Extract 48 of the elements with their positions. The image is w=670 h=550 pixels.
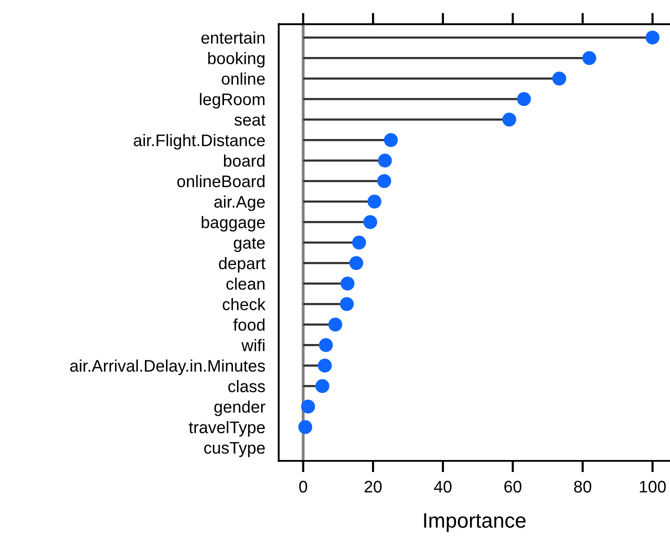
y-tick-label: check xyxy=(222,298,266,310)
y-tick-label: food xyxy=(233,318,264,331)
y-tick-label: wifi xyxy=(241,339,264,352)
point xyxy=(301,400,316,414)
point xyxy=(502,112,516,126)
y-tick-label: air.Flight.Distance xyxy=(134,134,265,150)
y-tick-label: depart xyxy=(218,257,266,273)
y-tick-label: gate xyxy=(234,238,265,252)
y-tick-label: class xyxy=(228,380,265,392)
point xyxy=(318,338,333,352)
y-tick-label: online xyxy=(222,72,265,85)
y-tick-label: cusType xyxy=(204,442,265,458)
point xyxy=(340,276,354,290)
x-axis-title: Importance xyxy=(424,513,526,532)
point xyxy=(363,215,378,229)
x-tick-label: 0 xyxy=(299,480,308,493)
point xyxy=(552,72,566,86)
point xyxy=(318,358,332,373)
y-tick-label: seat xyxy=(234,114,266,126)
y-tick-label: gender xyxy=(214,400,266,416)
x-tick-label: 100 xyxy=(640,480,666,493)
point xyxy=(349,256,364,270)
y-tick-label: entertain xyxy=(201,31,264,44)
y-tick-label: legRoom xyxy=(200,92,264,109)
y-tick-label: travelType xyxy=(188,421,265,437)
point xyxy=(298,420,312,434)
y-tick-label: board xyxy=(224,154,264,167)
y-tick-label: booking xyxy=(208,52,264,68)
y-tick-label: onlineBoard xyxy=(177,175,264,188)
point xyxy=(646,30,660,44)
y-tick-label: baggage xyxy=(202,216,265,232)
point xyxy=(315,379,330,394)
x-tick-label: 60 xyxy=(504,480,522,493)
point xyxy=(517,92,531,106)
point xyxy=(352,236,366,250)
point xyxy=(368,194,382,208)
y-tick-label: air.Age xyxy=(214,196,265,212)
x-tick-label: 80 xyxy=(574,480,592,493)
x-tick-label: 20 xyxy=(364,480,382,493)
point xyxy=(378,154,392,168)
y-tick-label: air.Arrival.Delay.in.Minutes xyxy=(70,360,265,376)
point xyxy=(384,133,398,147)
point xyxy=(340,297,354,311)
x-tick-label: 40 xyxy=(434,480,452,493)
point xyxy=(582,51,596,65)
y-tick-label: clean xyxy=(226,278,264,290)
point xyxy=(377,174,392,188)
point xyxy=(328,318,342,332)
